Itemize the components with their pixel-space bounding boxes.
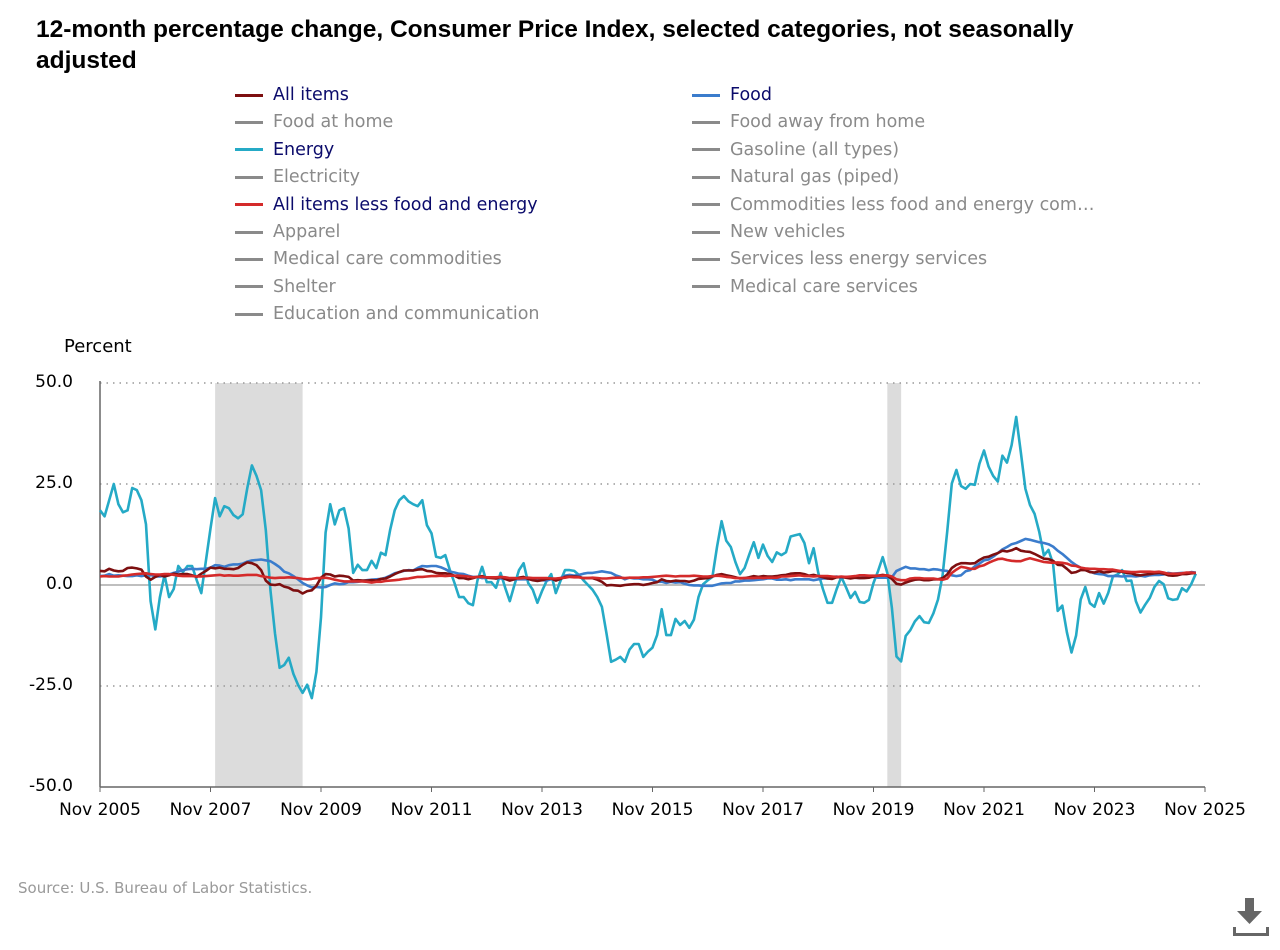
x-tick-label: Nov 2015 bbox=[611, 800, 694, 820]
y-tick-label: 0.0 bbox=[45, 574, 73, 594]
x-tick-label: Nov 2013 bbox=[501, 800, 583, 820]
x-tick-label: Nov 2009 bbox=[280, 800, 362, 820]
x-tick-label: Nov 2017 bbox=[722, 800, 804, 820]
legend-item[interactable]: All items less food and energy bbox=[235, 193, 538, 217]
legend-item[interactable]: Commodities less food and energy com… bbox=[692, 193, 1094, 217]
legend-label: Medical care services bbox=[730, 276, 918, 297]
legend-marker bbox=[692, 93, 720, 97]
download-button[interactable] bbox=[1232, 896, 1272, 938]
legend-label: Natural gas (piped) bbox=[730, 167, 900, 188]
legend-marker bbox=[692, 120, 720, 124]
legend-marker bbox=[235, 312, 263, 316]
legend-marker bbox=[235, 175, 263, 179]
legend-item[interactable]: Food away from home bbox=[692, 110, 925, 134]
legend-marker bbox=[692, 230, 720, 234]
legend-marker bbox=[235, 148, 263, 152]
legend-item[interactable]: New vehicles bbox=[692, 220, 845, 244]
legend-marker bbox=[692, 148, 720, 152]
legend-item[interactable]: Services less energy services bbox=[692, 247, 987, 271]
legend-label: Education and communication bbox=[273, 304, 540, 325]
legend-item[interactable]: All items bbox=[235, 83, 349, 107]
legend-marker bbox=[235, 93, 263, 97]
legend-item[interactable]: Food at home bbox=[235, 110, 393, 134]
x-tick-label: Nov 2011 bbox=[390, 800, 473, 820]
series-line-energy bbox=[98, 415, 1197, 700]
x-tick-label: Nov 2019 bbox=[832, 800, 915, 820]
series-line-all-items bbox=[99, 546, 1196, 595]
legend-marker bbox=[692, 175, 720, 179]
legend-marker bbox=[692, 203, 720, 207]
legend-item[interactable]: Electricity bbox=[235, 165, 360, 189]
series-line-all-items-less-food-and-energy bbox=[99, 556, 1196, 584]
legend-label: Food away from home bbox=[730, 112, 926, 133]
y-tick-label: 50.0 bbox=[35, 372, 73, 392]
legend-label: Medical care commodities bbox=[273, 249, 502, 270]
legend-marker bbox=[235, 120, 263, 124]
series-line-food bbox=[99, 537, 1196, 589]
x-tick-label: Nov 2005 bbox=[59, 800, 141, 820]
legend-label: Shelter bbox=[273, 276, 336, 297]
legend-label: All items less food and energy bbox=[273, 194, 538, 215]
legend-marker bbox=[235, 285, 263, 289]
legend-label: Food at home bbox=[273, 112, 394, 133]
legend-label: Services less energy services bbox=[730, 249, 988, 270]
chart-title: 12-month percentage change, Consumer Pri… bbox=[36, 16, 1074, 74]
legend-item[interactable]: Medical care commodities bbox=[235, 247, 502, 271]
legend-marker bbox=[692, 285, 720, 289]
legend-item[interactable]: Gasoline (all types) bbox=[692, 138, 899, 162]
legend-label: Gasoline (all types) bbox=[730, 139, 900, 160]
source-note: Source: U.S. Bureau of Labor Statistics. bbox=[18, 879, 313, 897]
legend-item[interactable]: Apparel bbox=[235, 220, 340, 244]
legend-item[interactable]: Shelter bbox=[235, 275, 336, 299]
legend-item[interactable]: Natural gas (piped) bbox=[692, 165, 899, 189]
y-tick-label: -25.0 bbox=[29, 675, 73, 695]
legend-marker bbox=[235, 230, 263, 234]
y-axis-title: Percent bbox=[64, 336, 132, 357]
legend-marker bbox=[692, 257, 720, 261]
legend-label: Electricity bbox=[273, 167, 360, 188]
legend-marker bbox=[235, 203, 263, 207]
legend-label: Commodities less food and energy com… bbox=[730, 194, 1095, 215]
legend-item[interactable]: Education and communication bbox=[235, 302, 540, 326]
legend-item[interactable]: Medical care services bbox=[692, 275, 918, 299]
y-tick-label: 25.0 bbox=[35, 473, 73, 493]
y-tick-label: -50.0 bbox=[29, 776, 73, 796]
x-tick-label: Nov 2007 bbox=[169, 800, 252, 820]
legend-label: Food bbox=[730, 85, 772, 105]
legend-label: Apparel bbox=[273, 222, 341, 242]
legend-label: New vehicles bbox=[730, 222, 846, 242]
download-icon bbox=[1233, 898, 1269, 936]
legend-item[interactable]: Energy bbox=[235, 138, 334, 162]
x-tick-label: Nov 2021 bbox=[943, 800, 1025, 820]
legend-label: Energy bbox=[273, 139, 335, 160]
legend-label: All items bbox=[273, 85, 349, 105]
legend-marker bbox=[235, 257, 263, 261]
legend-item[interactable]: Food bbox=[692, 83, 772, 107]
x-tick-label: Nov 2025 bbox=[1164, 800, 1246, 820]
x-tick-label: Nov 2023 bbox=[1053, 800, 1136, 820]
